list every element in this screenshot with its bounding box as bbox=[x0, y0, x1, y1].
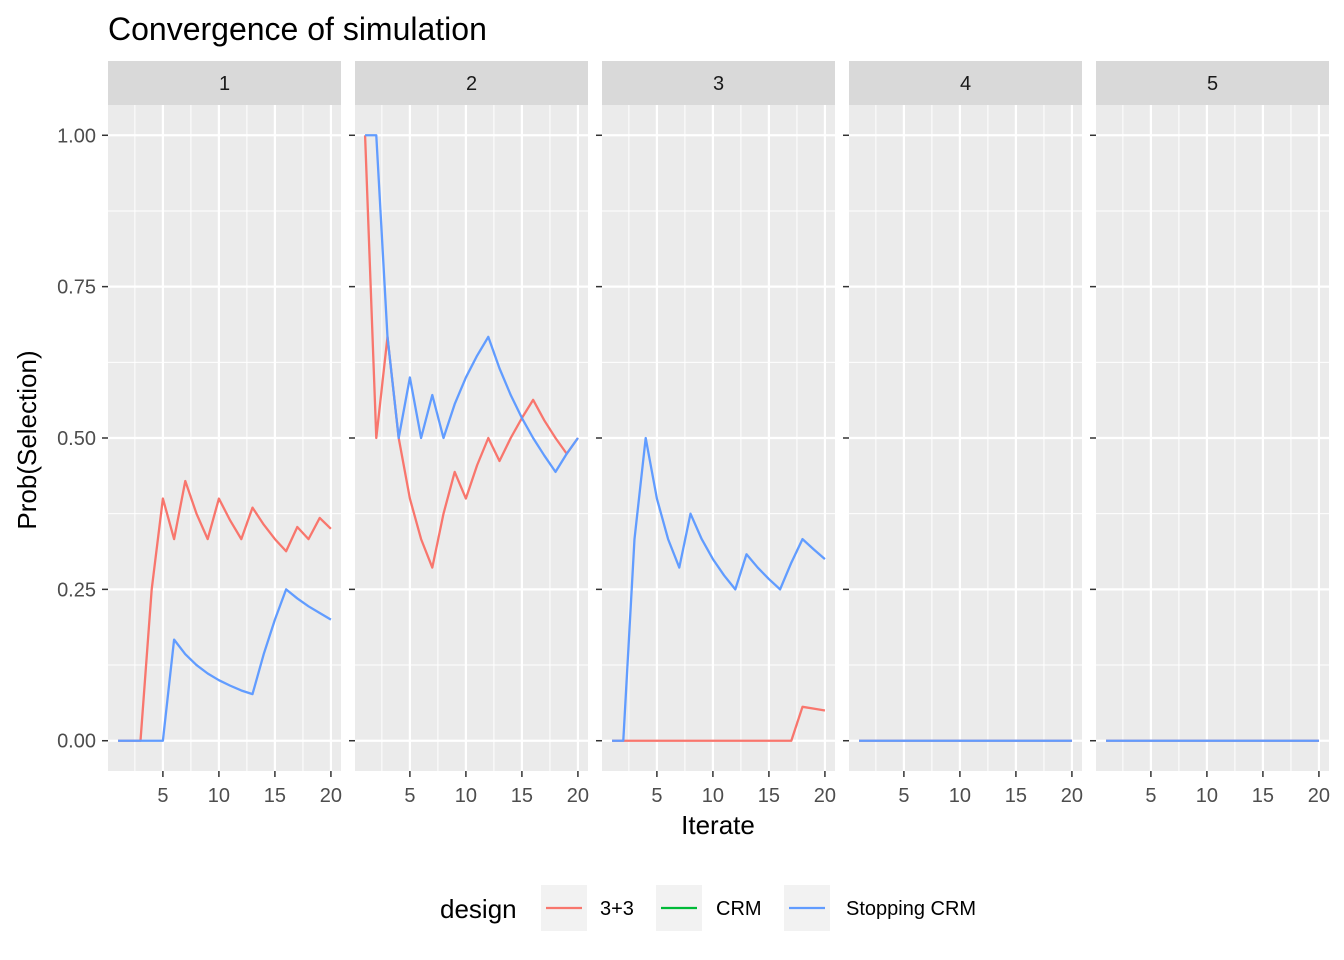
x-tick-label: 20 bbox=[1308, 785, 1330, 807]
y-tick-label: 1.00 bbox=[57, 125, 96, 147]
facet-strip bbox=[602, 61, 835, 105]
facet-strip bbox=[355, 61, 588, 105]
series-line-stopping-crm bbox=[365, 134, 579, 474]
x-tick-label: 5 bbox=[1145, 785, 1156, 807]
y-tick-label: 0.25 bbox=[57, 579, 96, 601]
facet-strip-label: 3 bbox=[713, 73, 724, 95]
facet-strip-label: 4 bbox=[960, 73, 971, 95]
legend-entry: CRM bbox=[656, 885, 762, 931]
x-tick-label: 5 bbox=[404, 785, 415, 807]
legend: design 3+3 CRM Stopping CRM bbox=[440, 885, 976, 931]
series-line-3-3 bbox=[118, 479, 332, 742]
facet-strip-label: 1 bbox=[219, 73, 230, 95]
legend-label: Stopping CRM bbox=[846, 898, 976, 920]
x-axis-title: Iterate bbox=[681, 810, 755, 840]
y-axis-title: Prob(Selection) bbox=[12, 350, 42, 529]
x-tick-label: 10 bbox=[1196, 785, 1218, 807]
facet-panel-1: 15 10 15 200.000.250.500.751.00 bbox=[57, 61, 342, 807]
facet-panel-4: 4 5 10 15 20 bbox=[843, 61, 1083, 807]
series-line-stopping-crm bbox=[118, 588, 332, 742]
x-tick-label: 10 bbox=[455, 785, 477, 807]
x-tick-label: 5 bbox=[898, 785, 909, 807]
facet-panel-2: 2 5 10 15 20 bbox=[349, 61, 589, 807]
x-tick-label: 15 bbox=[758, 785, 780, 807]
x-tick-label: 20 bbox=[320, 785, 342, 807]
legend-title: design bbox=[440, 894, 517, 924]
facet-strip-label: 5 bbox=[1207, 73, 1218, 95]
facet-strip bbox=[1096, 61, 1329, 105]
x-tick-label: 20 bbox=[814, 785, 836, 807]
legend-label: 3+3 bbox=[600, 898, 634, 920]
series-line-3-3 bbox=[363, 135, 579, 569]
legend-entry: Stopping CRM bbox=[784, 885, 976, 931]
x-tick-label: 15 bbox=[1252, 785, 1274, 807]
chart-title: Convergence of simulation bbox=[108, 11, 487, 47]
x-tick-label: 10 bbox=[702, 785, 724, 807]
x-tick-label: 15 bbox=[264, 785, 286, 807]
facet-strip-label: 2 bbox=[466, 73, 477, 95]
facet-panel-5: 5 5 10 15 20 bbox=[1090, 61, 1330, 807]
legend-entry: 3+3 bbox=[541, 885, 634, 931]
series-line-stopping-crm bbox=[612, 436, 826, 742]
y-tick-label: 0.00 bbox=[57, 731, 96, 753]
facet-strip bbox=[108, 61, 341, 105]
facet-strip bbox=[849, 61, 1082, 105]
x-tick-label: 10 bbox=[949, 785, 971, 807]
series-line-3-3 bbox=[612, 705, 826, 742]
x-tick-label: 15 bbox=[1005, 785, 1027, 807]
y-tick-label: 0.75 bbox=[57, 277, 96, 299]
facet-panel-3: 3 5 10 15 20 bbox=[596, 61, 836, 807]
y-tick-label: 0.50 bbox=[57, 428, 96, 450]
x-tick-label: 20 bbox=[1061, 785, 1083, 807]
legend-label: CRM bbox=[716, 898, 762, 920]
x-tick-label: 5 bbox=[651, 785, 662, 807]
x-tick-label: 5 bbox=[157, 785, 168, 807]
x-tick-label: 15 bbox=[511, 785, 533, 807]
x-tick-label: 20 bbox=[567, 785, 589, 807]
x-tick-label: 10 bbox=[208, 785, 230, 807]
